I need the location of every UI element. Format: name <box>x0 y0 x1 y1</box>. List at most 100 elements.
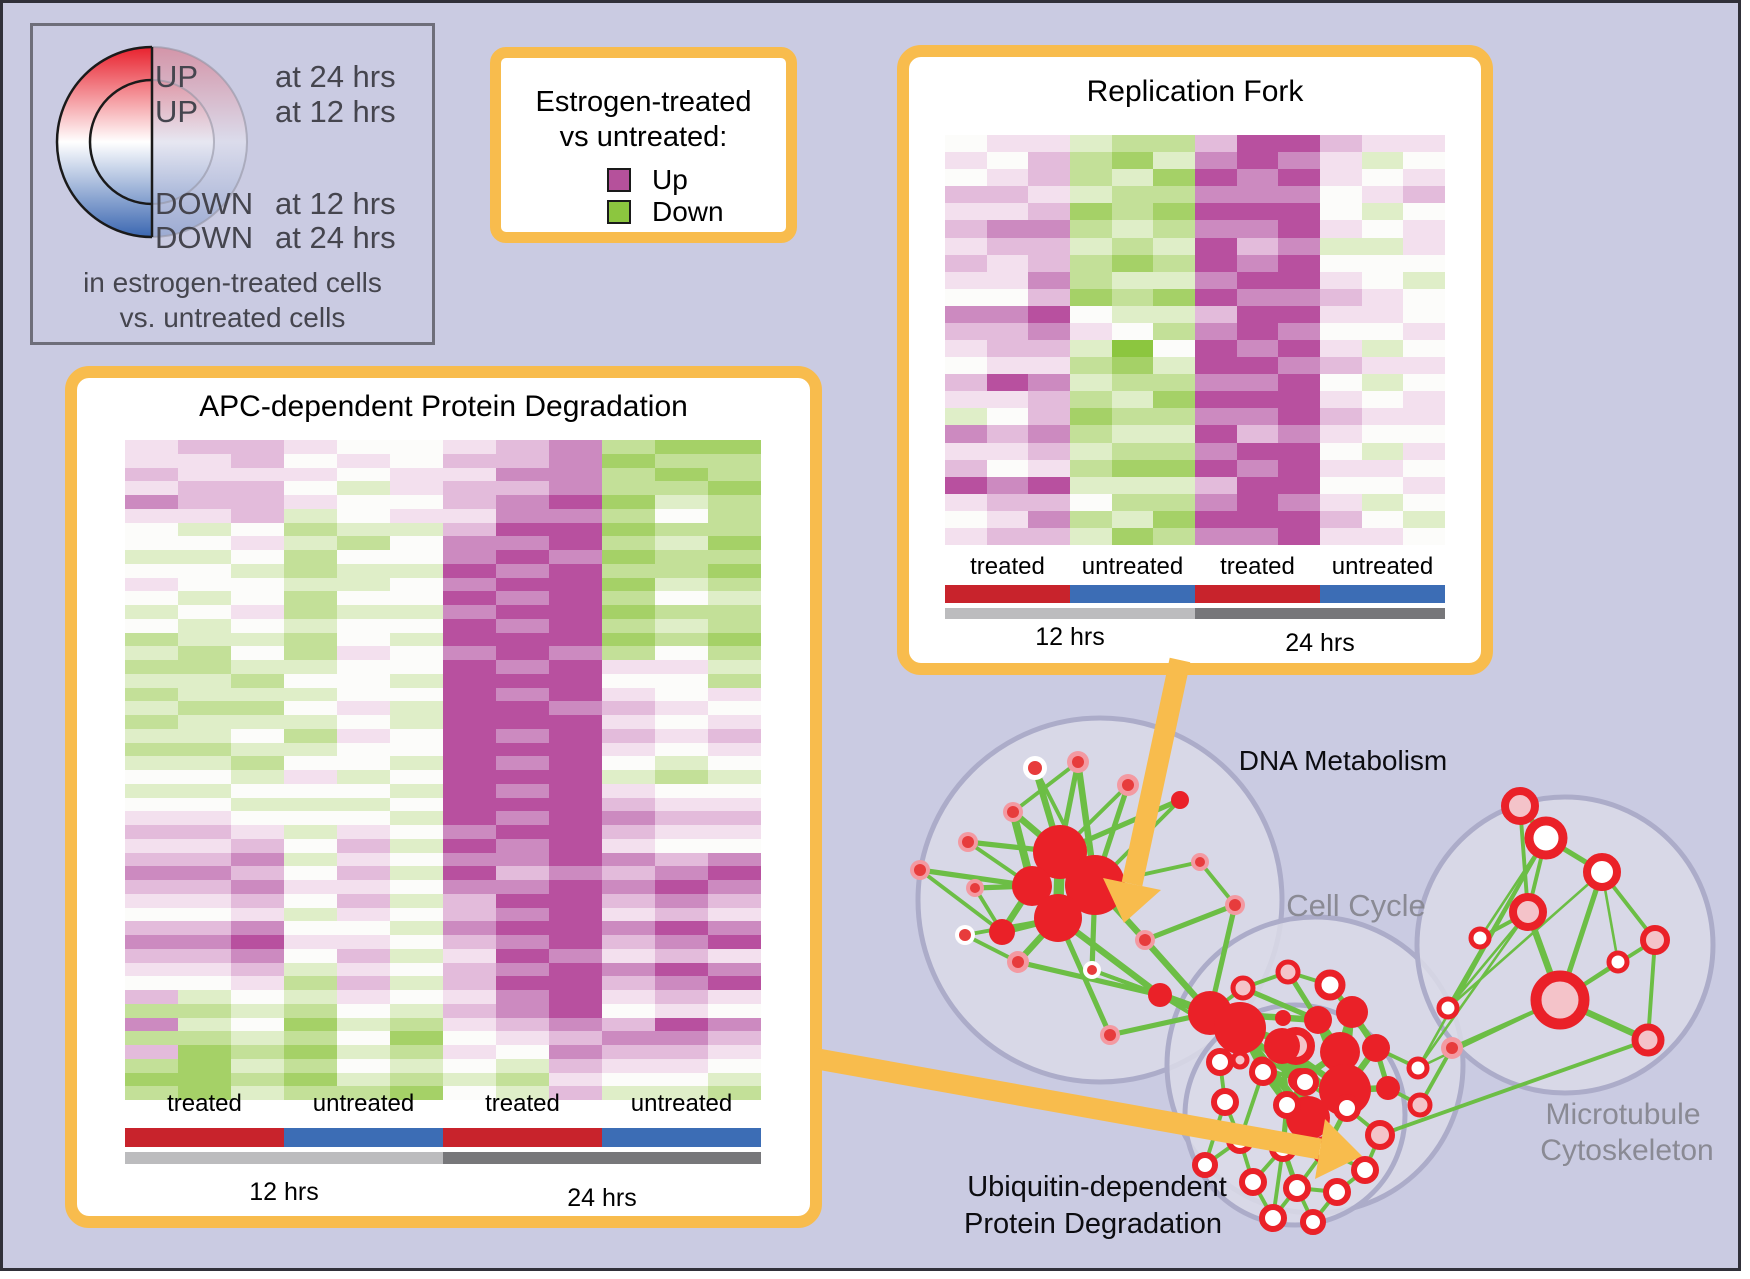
heatmap-cell <box>337 880 390 894</box>
heatmap-cell <box>496 440 549 454</box>
heatmap-cell <box>1111 442 1154 460</box>
dna-metabolism-label: DNA Metabolism <box>1239 745 1448 776</box>
heatmap-cell <box>1070 220 1112 238</box>
condition-label: untreated <box>1081 553 1184 580</box>
heatmap-cell <box>1153 408 1195 426</box>
heatmap-cell <box>1195 425 1237 443</box>
heatmap-cell <box>125 838 178 853</box>
heatmap-cell <box>178 701 231 715</box>
heatmap-cell <box>986 527 1029 545</box>
network-node-solid <box>1362 1034 1390 1062</box>
heatmap-cell <box>178 825 231 839</box>
heatmap-cell <box>1195 374 1237 392</box>
heatmap-cell <box>231 1017 284 1032</box>
heatmap-cell <box>390 893 443 908</box>
heatmap-cell <box>1195 357 1237 375</box>
heatmap-cell <box>1028 271 1070 289</box>
heatmap-cell <box>390 770 443 784</box>
condition-bar <box>1320 585 1445 603</box>
heatmap-cell <box>1153 510 1195 528</box>
heatmap-cell <box>1320 459 1362 477</box>
heatmap-cell <box>443 948 496 963</box>
heatmap-cell <box>986 220 1029 238</box>
time-label: 24 hrs <box>567 1184 637 1212</box>
heatmap-cell <box>231 728 284 743</box>
replication-fork-heatmap <box>945 135 1445 545</box>
heatmap-cell <box>496 453 549 468</box>
heatmap-cell <box>602 880 655 894</box>
heatmap-cell <box>178 1017 231 1032</box>
time-bar <box>125 1152 443 1164</box>
heatmap-cell <box>390 783 443 798</box>
heatmap-cell <box>549 1058 602 1073</box>
heatmap-cell <box>284 577 337 592</box>
heatmap-cell <box>284 660 337 674</box>
condition-label: untreated <box>312 1090 415 1117</box>
network-node-ring-big <box>1530 970 1590 1030</box>
heatmap-cell <box>1028 476 1070 494</box>
heatmap-cell <box>231 962 284 977</box>
heatmap-cell <box>337 756 390 770</box>
heatmap-cell <box>1028 340 1070 358</box>
heatmap-cell <box>443 550 496 564</box>
heatmap-cell <box>496 962 549 977</box>
heatmap-cell <box>125 577 178 592</box>
heatmap-cell <box>602 440 655 454</box>
legend-label-down: Down <box>652 196 724 227</box>
heatmap-cell <box>549 522 602 537</box>
heatmap-cell <box>125 673 178 688</box>
heatmap-cell <box>337 440 390 454</box>
heatmap-cell <box>602 1045 655 1059</box>
heatmap-cell <box>1028 254 1070 272</box>
heatmap-cell <box>337 770 390 784</box>
heatmap-cell <box>496 481 549 495</box>
heatmap-cell <box>231 453 284 468</box>
heatmap-cell <box>496 935 549 949</box>
heatmap-cell <box>945 186 987 204</box>
heatmap-cell <box>284 866 337 880</box>
heatmap-cell <box>390 852 443 867</box>
heatmap-cell <box>1111 271 1154 289</box>
heatmap-cell <box>231 673 284 688</box>
heatmap-cell <box>1070 442 1112 460</box>
heatmap-cell <box>496 797 549 812</box>
heatmap-cell <box>284 440 337 454</box>
heatmap-cell <box>1236 493 1279 511</box>
heatmap-cell <box>708 550 761 564</box>
heatmap-cell <box>284 770 337 784</box>
network-node-solid <box>1336 996 1368 1028</box>
heatmap-cell <box>549 563 602 578</box>
heatmap-cell <box>390 591 443 605</box>
heatmap-cell <box>1361 254 1404 272</box>
heatmap-cell <box>178 976 231 990</box>
heatmap-cell <box>1111 322 1154 340</box>
heatmap-cell <box>178 811 231 825</box>
heatmap-cell <box>1195 391 1237 409</box>
heatmap-cell <box>390 1058 443 1073</box>
heatmap-cell <box>443 893 496 908</box>
heatmap-cell <box>125 1031 178 1045</box>
heatmap-cell <box>284 825 337 839</box>
heatmap-cell <box>602 797 655 812</box>
apc-panel: APC-dependent Protein Degradation treate… <box>65 366 822 1228</box>
heatmap-cell <box>496 1086 549 1100</box>
heatmap-cell <box>1236 408 1279 426</box>
heatmap-cell <box>284 687 337 702</box>
network-node-core <box>914 864 926 876</box>
heatmap-cell <box>390 563 443 578</box>
heatmap-cell <box>496 715 549 729</box>
heatmap-cell <box>1195 408 1237 426</box>
heatmap-cell <box>337 838 390 853</box>
heatmap-cell <box>549 1045 602 1059</box>
heatmap-cell <box>1153 271 1195 289</box>
heatmap-cell <box>390 1086 443 1100</box>
heatmap-cell <box>1361 408 1404 426</box>
heatmap-cell <box>708 536 761 550</box>
heatmap-cell <box>1320 391 1362 409</box>
heatmap-cell <box>178 1031 231 1045</box>
heatmap-cell <box>1236 305 1279 323</box>
condition-bar <box>125 1128 284 1147</box>
heatmap-cell <box>284 673 337 688</box>
heatmap-cell <box>986 493 1029 511</box>
time-label: 12 hrs <box>1035 623 1105 651</box>
